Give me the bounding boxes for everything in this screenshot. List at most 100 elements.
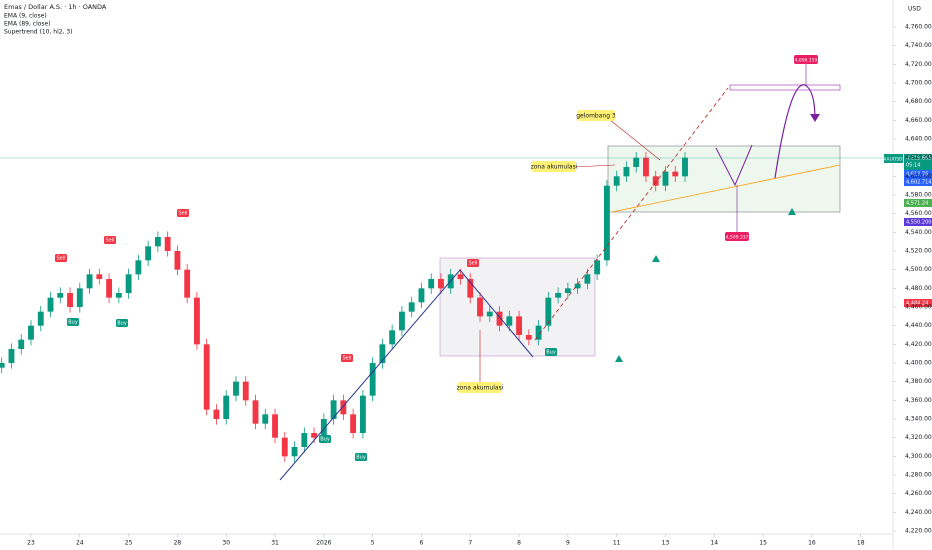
y-tick-label: 4,440.000 xyxy=(905,322,932,329)
note: zona akumulasi xyxy=(531,164,578,171)
candle-body xyxy=(506,316,513,326)
candle-body xyxy=(233,381,239,396)
x-tick-label: 11 xyxy=(613,540,621,547)
candle-body xyxy=(564,288,571,293)
candle-body xyxy=(477,297,483,317)
candle-body xyxy=(633,157,640,167)
symbol-badge-text: XAUUSD xyxy=(883,157,903,163)
candle-body xyxy=(350,414,357,433)
y-tick-label: 4,580.000 xyxy=(905,192,932,199)
currency: USD xyxy=(908,6,921,13)
x-tick-label: 15 xyxy=(759,540,767,547)
candle-body xyxy=(203,344,210,410)
buy-signal xyxy=(116,319,128,327)
candle-body xyxy=(555,293,562,298)
price-label: 4,602.714 xyxy=(906,180,931,186)
candle-body xyxy=(545,297,552,326)
price-label: 4,571.24 xyxy=(906,201,928,207)
candle-body xyxy=(643,157,649,177)
buy-signal xyxy=(355,453,367,461)
y-tick-label: 4,480.000 xyxy=(905,285,932,292)
signal-label: Sell xyxy=(56,256,65,262)
candle-body xyxy=(574,283,581,289)
candle-body xyxy=(623,167,630,177)
sell-signal xyxy=(55,254,67,262)
pointer xyxy=(609,119,661,161)
candle-body xyxy=(340,400,347,415)
candle-body xyxy=(174,251,181,270)
candle-body xyxy=(86,274,93,289)
candle-body xyxy=(281,437,288,457)
price-badge xyxy=(725,232,749,241)
sell-signal xyxy=(104,236,116,244)
candle-body xyxy=(242,381,249,401)
price-label: 4,550.200 xyxy=(906,220,931,226)
y-tick-label: 4,240.000 xyxy=(905,509,932,516)
y-tick-label: 4,420.000 xyxy=(905,341,932,348)
candle-body xyxy=(18,339,25,349)
projection-line xyxy=(534,87,729,341)
price-label: 4,484.24 xyxy=(906,301,928,307)
y-tick-label: 4,720.000 xyxy=(905,61,932,68)
price-badge xyxy=(904,299,932,307)
candle-body xyxy=(252,400,259,424)
wave-line xyxy=(279,269,534,481)
candle-body xyxy=(213,409,220,419)
signal-label: Buy xyxy=(356,455,366,461)
candle-body xyxy=(76,288,83,307)
candle-body xyxy=(662,171,669,186)
x-tick-label: 7 xyxy=(468,540,472,547)
candle-body xyxy=(330,400,337,419)
candle-body xyxy=(389,330,396,345)
candle-body xyxy=(57,293,64,298)
x-tick-label: 2026 xyxy=(316,540,331,547)
y-tick-label: 4,660.000 xyxy=(905,117,932,124)
x-tick-label: 28 xyxy=(174,540,182,547)
signal-label: Sell xyxy=(178,211,187,217)
y-tick-label: 4,640.000 xyxy=(905,136,932,143)
candle-body xyxy=(184,269,191,298)
note: zona akumulasi xyxy=(457,385,504,392)
candle-body xyxy=(535,325,542,340)
candle-body xyxy=(594,260,601,275)
legend-item: EMA (89, close) xyxy=(4,21,51,28)
x-tick-label: 23 xyxy=(27,540,35,547)
y-tick-label: 4,320.000 xyxy=(905,434,932,441)
buy-signal xyxy=(319,435,331,443)
signal-label: Buy xyxy=(320,437,330,443)
y-tick-label: 4,360.000 xyxy=(905,397,932,404)
path-arrow xyxy=(774,84,816,179)
buy-signal xyxy=(67,318,79,326)
x-tick-label: 30 xyxy=(222,540,230,547)
candle-body xyxy=(291,447,298,457)
candle-body xyxy=(652,176,659,186)
candle-body xyxy=(135,260,142,275)
signals: Sell Sell Sell Sell Sell Buy Buy Buy Buy… xyxy=(55,209,557,461)
y-tick-label: 4,600.000 xyxy=(905,173,932,180)
zone-box xyxy=(439,257,596,357)
candle-body xyxy=(428,279,435,289)
y-tick-label: 4,620.000 xyxy=(905,154,932,161)
candle-body xyxy=(359,395,366,433)
y-tick-label: 4,260.000 xyxy=(905,490,932,497)
note: gelombang 3 xyxy=(576,113,616,120)
x-tick-label: 8 xyxy=(517,540,521,547)
candle-body xyxy=(496,311,503,326)
y-tick-label: 4,500.000 xyxy=(905,266,932,273)
target-box xyxy=(729,84,841,91)
legend-item: Supertrend (10, hl2, 3) xyxy=(4,29,73,36)
candle-body xyxy=(516,316,522,335)
candle-body xyxy=(154,237,161,247)
candle-body xyxy=(96,274,103,279)
legend-item: EMA (9, close) xyxy=(4,13,47,20)
price-badge xyxy=(904,218,932,226)
signal-label: Buy xyxy=(117,321,127,327)
sell-signal xyxy=(177,209,189,217)
x-tick-label: 18 xyxy=(857,540,865,547)
buy-signal xyxy=(545,348,557,356)
y-tick-label: 4,220.000 xyxy=(905,528,932,535)
candle-body xyxy=(584,274,591,284)
candle-body xyxy=(8,349,15,363)
